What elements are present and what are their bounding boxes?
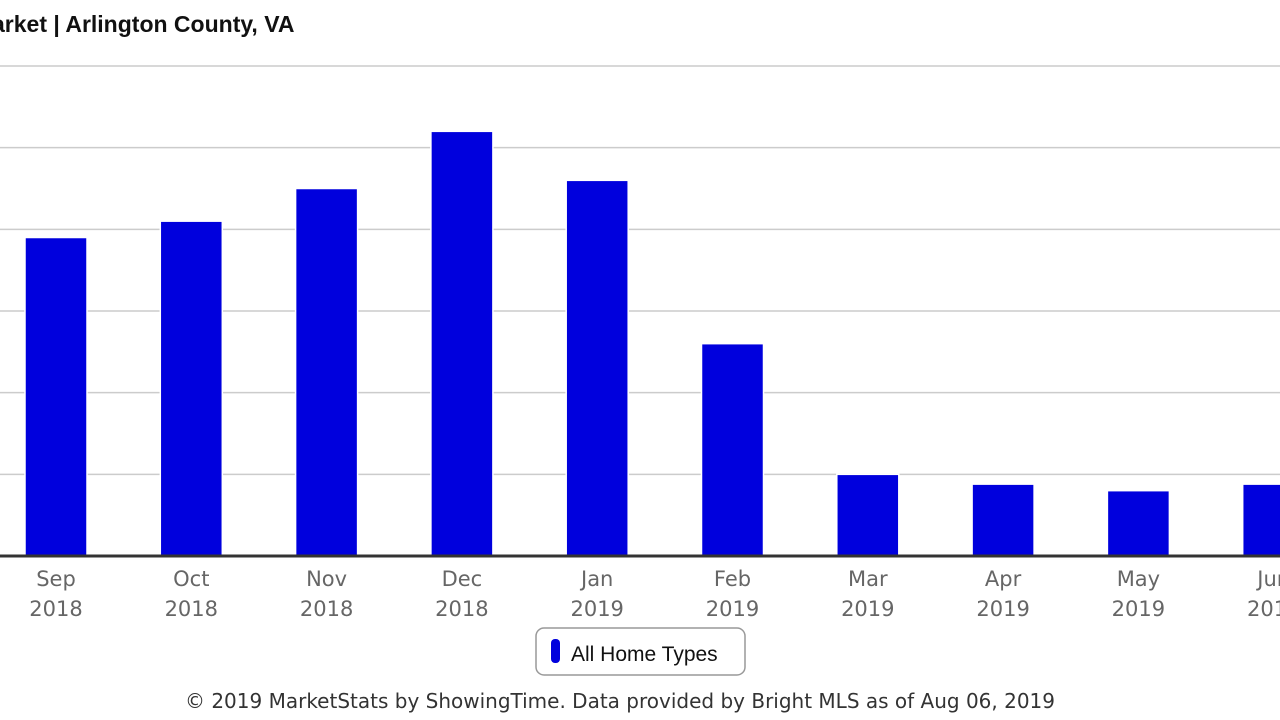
x-tick-label: Sep 2018 [29, 567, 82, 621]
bar[interactable] [836, 473, 900, 557]
x-tick-label: Oct 2018 [165, 567, 218, 621]
bar[interactable] [294, 187, 359, 557]
bar[interactable] [1241, 483, 1280, 557]
bar[interactable] [971, 483, 1035, 557]
x-tick-label: May 2019 [1112, 567, 1165, 621]
bar[interactable] [565, 179, 629, 557]
x-tick-label: Dec 2018 [435, 567, 488, 621]
bar[interactable] [159, 220, 224, 557]
x-tick-label: Apr 2019 [976, 567, 1029, 621]
chart-title: arket | Arlington County, VA [0, 11, 294, 37]
legend-label: All Home Types [571, 643, 718, 666]
bar[interactable] [700, 342, 765, 557]
x-tick-label: Jun2019 [1247, 567, 1280, 621]
x-tick-label: Feb 2019 [706, 567, 759, 621]
legend[interactable]: All Home Types [535, 627, 746, 676]
legend-box [535, 627, 746, 676]
x-axis-ticks: Sep 2018 Oct 2018 Nov 2018 Dec 2018 Jan 2019 Feb 20… [29, 567, 1280, 621]
bar[interactable] [430, 130, 494, 557]
x-tick-label: Jan 2019 [570, 567, 623, 621]
credits-text: © 2019 MarketStats by ShowingTime. Data … [185, 689, 1055, 713]
x-tick-label: Nov 2018 [300, 567, 353, 621]
bar[interactable] [1106, 489, 1171, 557]
legend-swatch [551, 639, 560, 663]
bar[interactable] [24, 236, 88, 557]
bars [24, 130, 1280, 557]
x-tick-label: Mar 2019 [841, 567, 894, 621]
